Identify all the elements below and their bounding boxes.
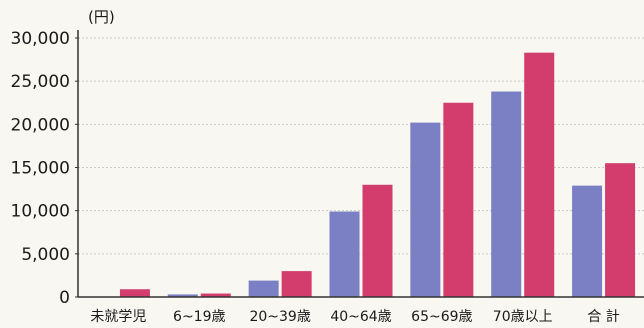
x-tick-label: 20~39歳 — [249, 309, 310, 325]
y-tick-label: 20,000 — [11, 115, 70, 135]
y-tick-label: 15,000 — [11, 159, 70, 179]
bar-series-2-1 — [200, 293, 231, 297]
y-tick-label: 30,000 — [11, 29, 70, 49]
x-tick-label: 6~19歳 — [173, 309, 225, 325]
x-tick-label: 合 計 — [587, 309, 619, 325]
x-tick-label: 70歳以上 — [493, 309, 553, 325]
x-tick-label: 65~69歳 — [411, 309, 472, 325]
bar-series-2-0 — [119, 289, 150, 297]
bar-series-2-4 — [443, 102, 474, 297]
gridlines — [78, 37, 644, 255]
y-axis-unit-label: (円) — [88, 8, 115, 26]
bar-series-2-2 — [281, 271, 312, 297]
y-tick-label: 10,000 — [11, 202, 70, 222]
y-tick-labels: 30,000 25,000 20,000 15,000 10,000 5,000 0 — [11, 29, 78, 308]
bar-series-1-6 — [572, 185, 603, 297]
bar-series-2-6 — [605, 163, 636, 297]
x-tick-labels: 未就学児 6~19歳 20~39歳 40~64歳 65~69歳 70歳以上 合 計 — [90, 309, 619, 325]
bar-series-1-2 — [248, 280, 279, 297]
y-tick-label: 0 — [59, 288, 70, 308]
y-tick-label: 5,000 — [21, 245, 70, 265]
bar-series-1-4 — [410, 122, 441, 298]
bar-series-1-5 — [491, 91, 522, 297]
bar-series-1-1 — [167, 294, 198, 297]
bar-series-2-3 — [362, 184, 393, 297]
axes — [77, 30, 644, 298]
bars — [119, 52, 636, 298]
x-tick-label: 未就学児 — [90, 309, 146, 325]
x-tick-label: 40~64歳 — [330, 309, 391, 325]
bar-series-2-5 — [524, 52, 555, 297]
y-tick-label: 25,000 — [11, 72, 70, 92]
bar-series-1-3 — [329, 211, 360, 297]
